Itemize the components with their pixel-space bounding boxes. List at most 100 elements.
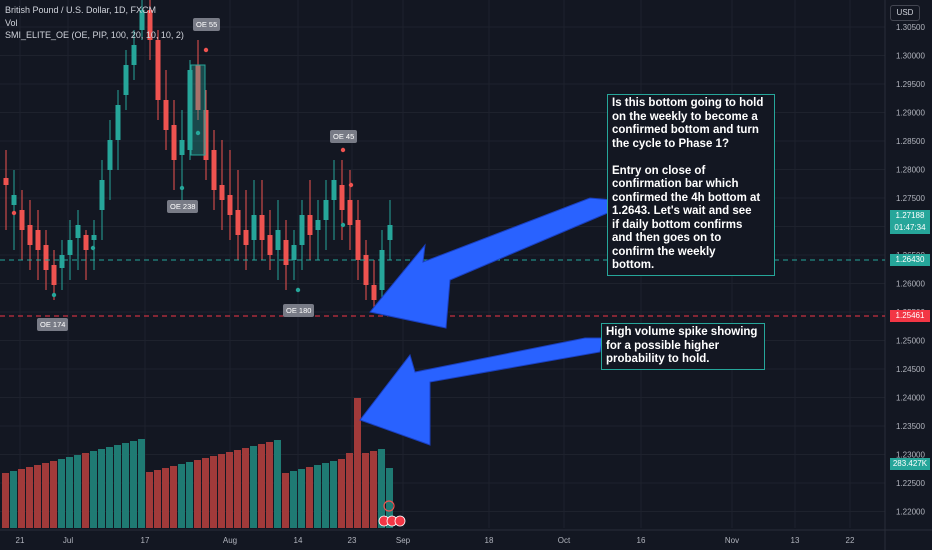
- time-tick-label: 22: [846, 536, 855, 545]
- signal-dot: [340, 222, 346, 228]
- volume-bar: [226, 452, 233, 528]
- volume-bar: [66, 457, 73, 528]
- candle-body: [299, 215, 305, 245]
- currency-button[interactable]: USD: [890, 5, 920, 21]
- candle-body: [187, 70, 193, 150]
- volume-bar: [18, 469, 25, 528]
- signal-dot: [340, 147, 346, 153]
- candle-body: [147, 10, 153, 40]
- volume-bar: [170, 466, 177, 528]
- volume-bar: [138, 439, 145, 528]
- highlight-box: [190, 64, 206, 156]
- time-tick-label: 13: [791, 536, 800, 545]
- candle-body: [315, 220, 321, 230]
- price-tick-label: 1.24500: [896, 365, 925, 374]
- volume-bar: [210, 456, 217, 528]
- indicator-legend[interactable]: SMI_ELITE_OE (OE, PIP, 100, 20, 10, 10, …: [5, 30, 184, 40]
- volume-bar: [314, 465, 321, 528]
- time-tick-label: Aug: [223, 536, 237, 545]
- countdown-label: 01:47:34: [890, 222, 930, 234]
- time-tick-label: 17: [141, 536, 150, 545]
- candle-body: [51, 265, 57, 285]
- candle-body: [35, 230, 41, 250]
- candle-body: [19, 210, 25, 230]
- candle-body: [251, 215, 257, 240]
- volume-bar: [122, 443, 129, 528]
- price-tick-label: 1.23500: [896, 422, 925, 431]
- volume-bar: [378, 449, 385, 528]
- signal-dot: [295, 287, 301, 293]
- oe-238-tag: OE 238: [167, 200, 199, 213]
- candle-body: [27, 225, 33, 245]
- red-level-label: 1.25461: [890, 310, 930, 322]
- volume-bar: [242, 448, 249, 528]
- volume-bar: [322, 463, 329, 528]
- volume-bar: [26, 467, 33, 528]
- oe-180-tag: OE 180: [283, 304, 315, 317]
- signal-dot: [90, 245, 96, 251]
- candle-body: [347, 200, 353, 225]
- volume-bar: [186, 462, 193, 528]
- candle-body: [363, 255, 369, 285]
- volume-bar: [130, 441, 137, 528]
- candle-body: [163, 100, 169, 130]
- candle-body: [195, 65, 201, 110]
- price-tick-label: 1.30000: [896, 52, 925, 61]
- candle-body: [43, 245, 49, 270]
- volume-bar: [98, 449, 105, 528]
- signal-dot: [11, 210, 17, 216]
- arrow-to-volume: [359, 337, 604, 446]
- candle-body: [3, 178, 9, 185]
- volume-bar: [154, 470, 161, 528]
- symbol-title[interactable]: British Pound / U.S. Dollar, 1D, FXCM: [5, 5, 157, 15]
- price-tick-label: 1.25000: [896, 337, 925, 346]
- volume-bar: [266, 442, 273, 528]
- candle-body: [235, 210, 241, 235]
- price-tick-label: 1.22500: [896, 479, 925, 488]
- price-tick-label: 1.29500: [896, 80, 925, 89]
- arrow-to-bottom: [369, 197, 613, 329]
- volume-bar: [2, 473, 9, 528]
- candle-body: [243, 230, 249, 245]
- oe-55-tag: OE 55: [193, 18, 221, 31]
- candle-body: [91, 235, 97, 240]
- volume-bar: [258, 444, 265, 528]
- candle-body: [83, 235, 89, 250]
- price-tick-label: 1.26000: [896, 280, 925, 289]
- candle-body: [139, 10, 145, 30]
- candle-body: [219, 185, 225, 200]
- candle-body: [115, 105, 121, 140]
- volume-bar: [282, 473, 289, 528]
- volume-bar: [50, 461, 57, 528]
- price-tick-label: 1.23000: [896, 451, 925, 460]
- volume-bar: [386, 468, 393, 528]
- candle-body: [387, 225, 393, 240]
- volume-bar: [338, 459, 345, 528]
- last-price-label: 1.27188: [890, 210, 930, 222]
- annotation-weekly-bottom[interactable]: Is this bottom going to hold on the week…: [607, 94, 775, 276]
- price-tick-label: 1.27500: [896, 194, 925, 203]
- candle-body: [211, 150, 217, 190]
- volume-bar: [330, 461, 337, 528]
- price-tick-label: 1.29000: [896, 109, 925, 118]
- volume-legend[interactable]: Vol: [5, 18, 18, 28]
- candle-body: [323, 200, 329, 220]
- volume-bar: [234, 450, 241, 528]
- candle-body: [131, 45, 137, 65]
- volume-bar: [250, 446, 257, 528]
- price-tick-label: 1.24000: [896, 394, 925, 403]
- candle-body: [67, 240, 73, 255]
- signal-dot: [179, 185, 185, 191]
- volume-bar: [362, 453, 369, 528]
- volume-bar: [218, 454, 225, 528]
- oe-174-tag: OE 174: [37, 318, 69, 331]
- price-tick-label: 1.30500: [896, 23, 925, 32]
- time-tick-label: Oct: [558, 536, 571, 545]
- time-tick-label: Sep: [396, 536, 411, 545]
- annotation-volume-spike[interactable]: High volume spike showing for a possible…: [601, 323, 765, 370]
- volume-bar: [114, 445, 121, 528]
- candle-body: [283, 240, 289, 265]
- price-tick-label: 1.28500: [896, 137, 925, 146]
